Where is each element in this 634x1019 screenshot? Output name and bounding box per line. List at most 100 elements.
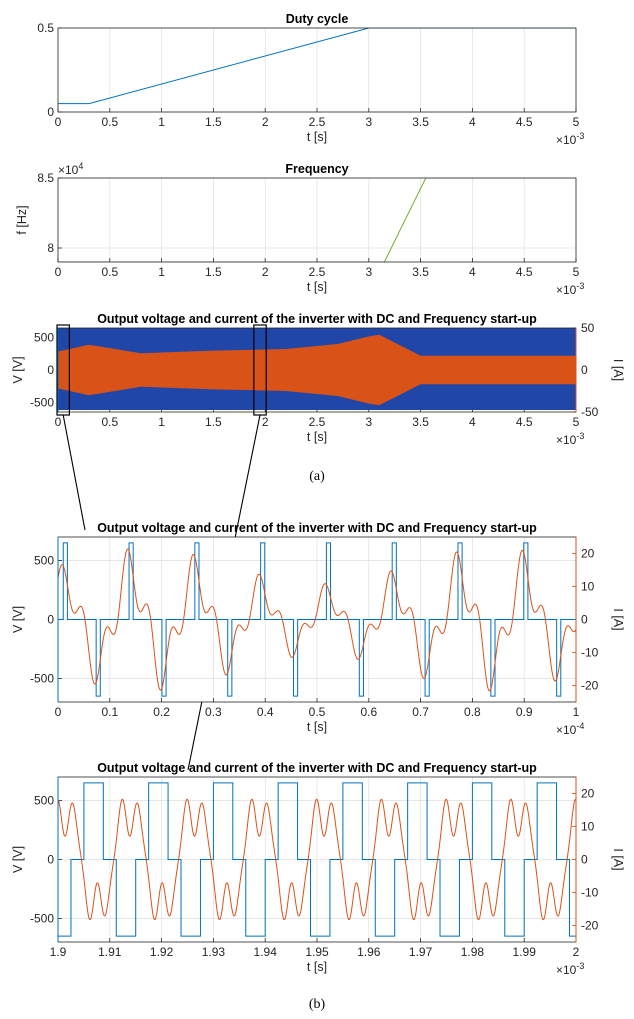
y-tick-label: 500: [34, 794, 54, 808]
x-tick-label: 0.5: [101, 265, 118, 279]
y-tick-label: 8: [47, 241, 54, 255]
x-tick-label: 2: [262, 415, 269, 429]
x-tick-label: 1: [573, 705, 580, 719]
y-right-tick-label: 0: [581, 853, 588, 867]
series-v-line: [58, 542, 576, 697]
y-tick-label: 0: [47, 363, 54, 377]
y-right-tick-label: 20: [581, 787, 595, 801]
x-tick-label: 0.1: [101, 705, 118, 719]
x-tick-label: 0: [55, 115, 62, 129]
x-tick-label: 1.91: [98, 945, 122, 959]
x-tick-label: 4: [469, 415, 476, 429]
x-tick-label: 0: [55, 705, 62, 719]
y-right-axis-label: I [A]: [611, 608, 625, 630]
output-zoom-chart-2: 1.9 1.91 1.92 1.93 1.94 1.95 1.96 1.97 1.98 1.99 2…: [11, 761, 625, 977]
x-tick-label: 1.94: [254, 945, 278, 959]
zoom-box: [56, 324, 70, 416]
y-right-tick-label: 20: [581, 547, 595, 561]
y-exponent-label: ×104: [58, 161, 83, 177]
x-tick-label: 1.5: [205, 415, 222, 429]
series-line: [58, 178, 576, 262]
x-axis-label: t [s]: [307, 720, 327, 734]
frequency-chart: 0 0.5 1 1.5 2 2.5 3 3.5 4 4.5 5 8 8.5 Frequency t [s] f…: [15, 161, 584, 297]
x-tick-label: 2: [573, 945, 580, 959]
x-tick-label: 0.5: [309, 705, 326, 719]
series-group: [58, 542, 576, 697]
x-tick-label: 0.9: [516, 705, 533, 719]
x-exponent-label: ×10-3: [556, 281, 584, 297]
duty-cycle-chart: 0 0.5 1 1.5 2 2.5 3 3.5 4 4.5 5 0 0.5 Duty cycle t [s]…: [37, 12, 584, 147]
x-tick-label: 1.9: [50, 945, 67, 959]
x-tick-label: 2.5: [309, 415, 326, 429]
x-tick-label: 0.5: [101, 415, 118, 429]
connector-line-zoom1: [62, 414, 86, 531]
x-tick-label: 0.5: [101, 115, 118, 129]
x-tick-label: 4.5: [516, 265, 533, 279]
y-axis-label: V [V]: [11, 606, 25, 633]
x-tick-label: 0: [55, 415, 62, 429]
series-line: [58, 28, 576, 105]
plot-frame: [57, 177, 577, 263]
chart-title: Output voltage and current of the invert…: [97, 761, 537, 775]
series-i-line: [58, 548, 576, 692]
y-right-tick-label: -10: [581, 646, 599, 660]
caption-b: (b): [309, 997, 326, 1012]
x-axis-label: t [s]: [307, 430, 327, 444]
x-tick-label: 0.7: [412, 705, 429, 719]
x-tick-label: 4: [469, 265, 476, 279]
y-right-axis-label: I [A]: [611, 359, 625, 381]
output-zoom-chart-1: 0 0.1 0.2 0.3 0.4 0.5 0.6 0.7 0.8 0.9 1 -500 0 500 -20…: [11, 521, 625, 737]
x-tick-label: 0: [55, 265, 62, 279]
x-tick-label: 2: [262, 265, 269, 279]
x-tick-label: 1.93: [202, 945, 226, 959]
x-tick-label: 1: [158, 415, 165, 429]
series-v-line: [58, 782, 576, 937]
x-tick-label: 3: [365, 265, 372, 279]
y-tick-label: -500: [30, 911, 54, 925]
x-tick-label: 1.5: [205, 115, 222, 129]
series-group: [58, 328, 576, 411]
y-tick-label: -500: [30, 395, 54, 409]
series-i-line: [58, 798, 576, 921]
y-tick-label: 8.5: [37, 171, 54, 185]
x-exponent-label: ×10-3: [556, 961, 584, 977]
x-tick-label: 0.8: [464, 705, 481, 719]
y-tick-label: 0: [47, 105, 54, 119]
series-group: [58, 782, 576, 937]
y-right-tick-label: -20: [581, 679, 599, 693]
x-exponent-label: ×10-3: [556, 431, 584, 447]
y-axis-label: f [Hz]: [15, 205, 29, 234]
x-tick-label: 5: [573, 115, 580, 129]
y-axis-label: V [V]: [11, 356, 25, 383]
x-tick-label: 2: [262, 115, 269, 129]
series-group: [58, 178, 576, 262]
series-group: [58, 28, 576, 105]
x-tick-label: 3.5: [412, 265, 429, 279]
x-tick-label: 3.5: [412, 415, 429, 429]
x-tick-label: 3: [365, 115, 372, 129]
chart-title: Duty cycle: [286, 12, 349, 26]
y-tick-label: 500: [34, 554, 54, 568]
y-tick-label: 0: [47, 613, 54, 627]
x-tick-label: 0.4: [257, 705, 274, 719]
x-axis-label: t [s]: [307, 130, 327, 144]
y-right-tick-label: 0: [581, 613, 588, 627]
y-right-tick-label: -10: [581, 886, 599, 900]
y-tick-label: -500: [30, 671, 54, 685]
x-tick-label: 1.92: [150, 945, 174, 959]
x-exponent-label: ×10-4: [556, 721, 584, 737]
y-right-axis-label: I [A]: [611, 848, 625, 870]
x-exponent-label: ×10-3: [556, 131, 584, 147]
chart-title: Frequency: [285, 162, 348, 176]
output-overview-chart: 0 0.5 1 1.5 2 2.5 3 3.5 4 4.5 5-5000500-50050Outpu…: [11, 312, 625, 447]
x-axis-label: t [s]: [307, 960, 327, 974]
x-tick-label: 2.5: [309, 265, 326, 279]
y-right-tick-label: 0: [581, 363, 588, 377]
caption-a: (a): [309, 469, 325, 484]
x-tick-label: 0.2: [153, 705, 170, 719]
y-right-tick-label: -50: [581, 405, 599, 419]
y-axis-label: V [V]: [11, 846, 25, 873]
x-tick-label: 5: [573, 265, 580, 279]
x-tick-label: 1.96: [357, 945, 381, 959]
